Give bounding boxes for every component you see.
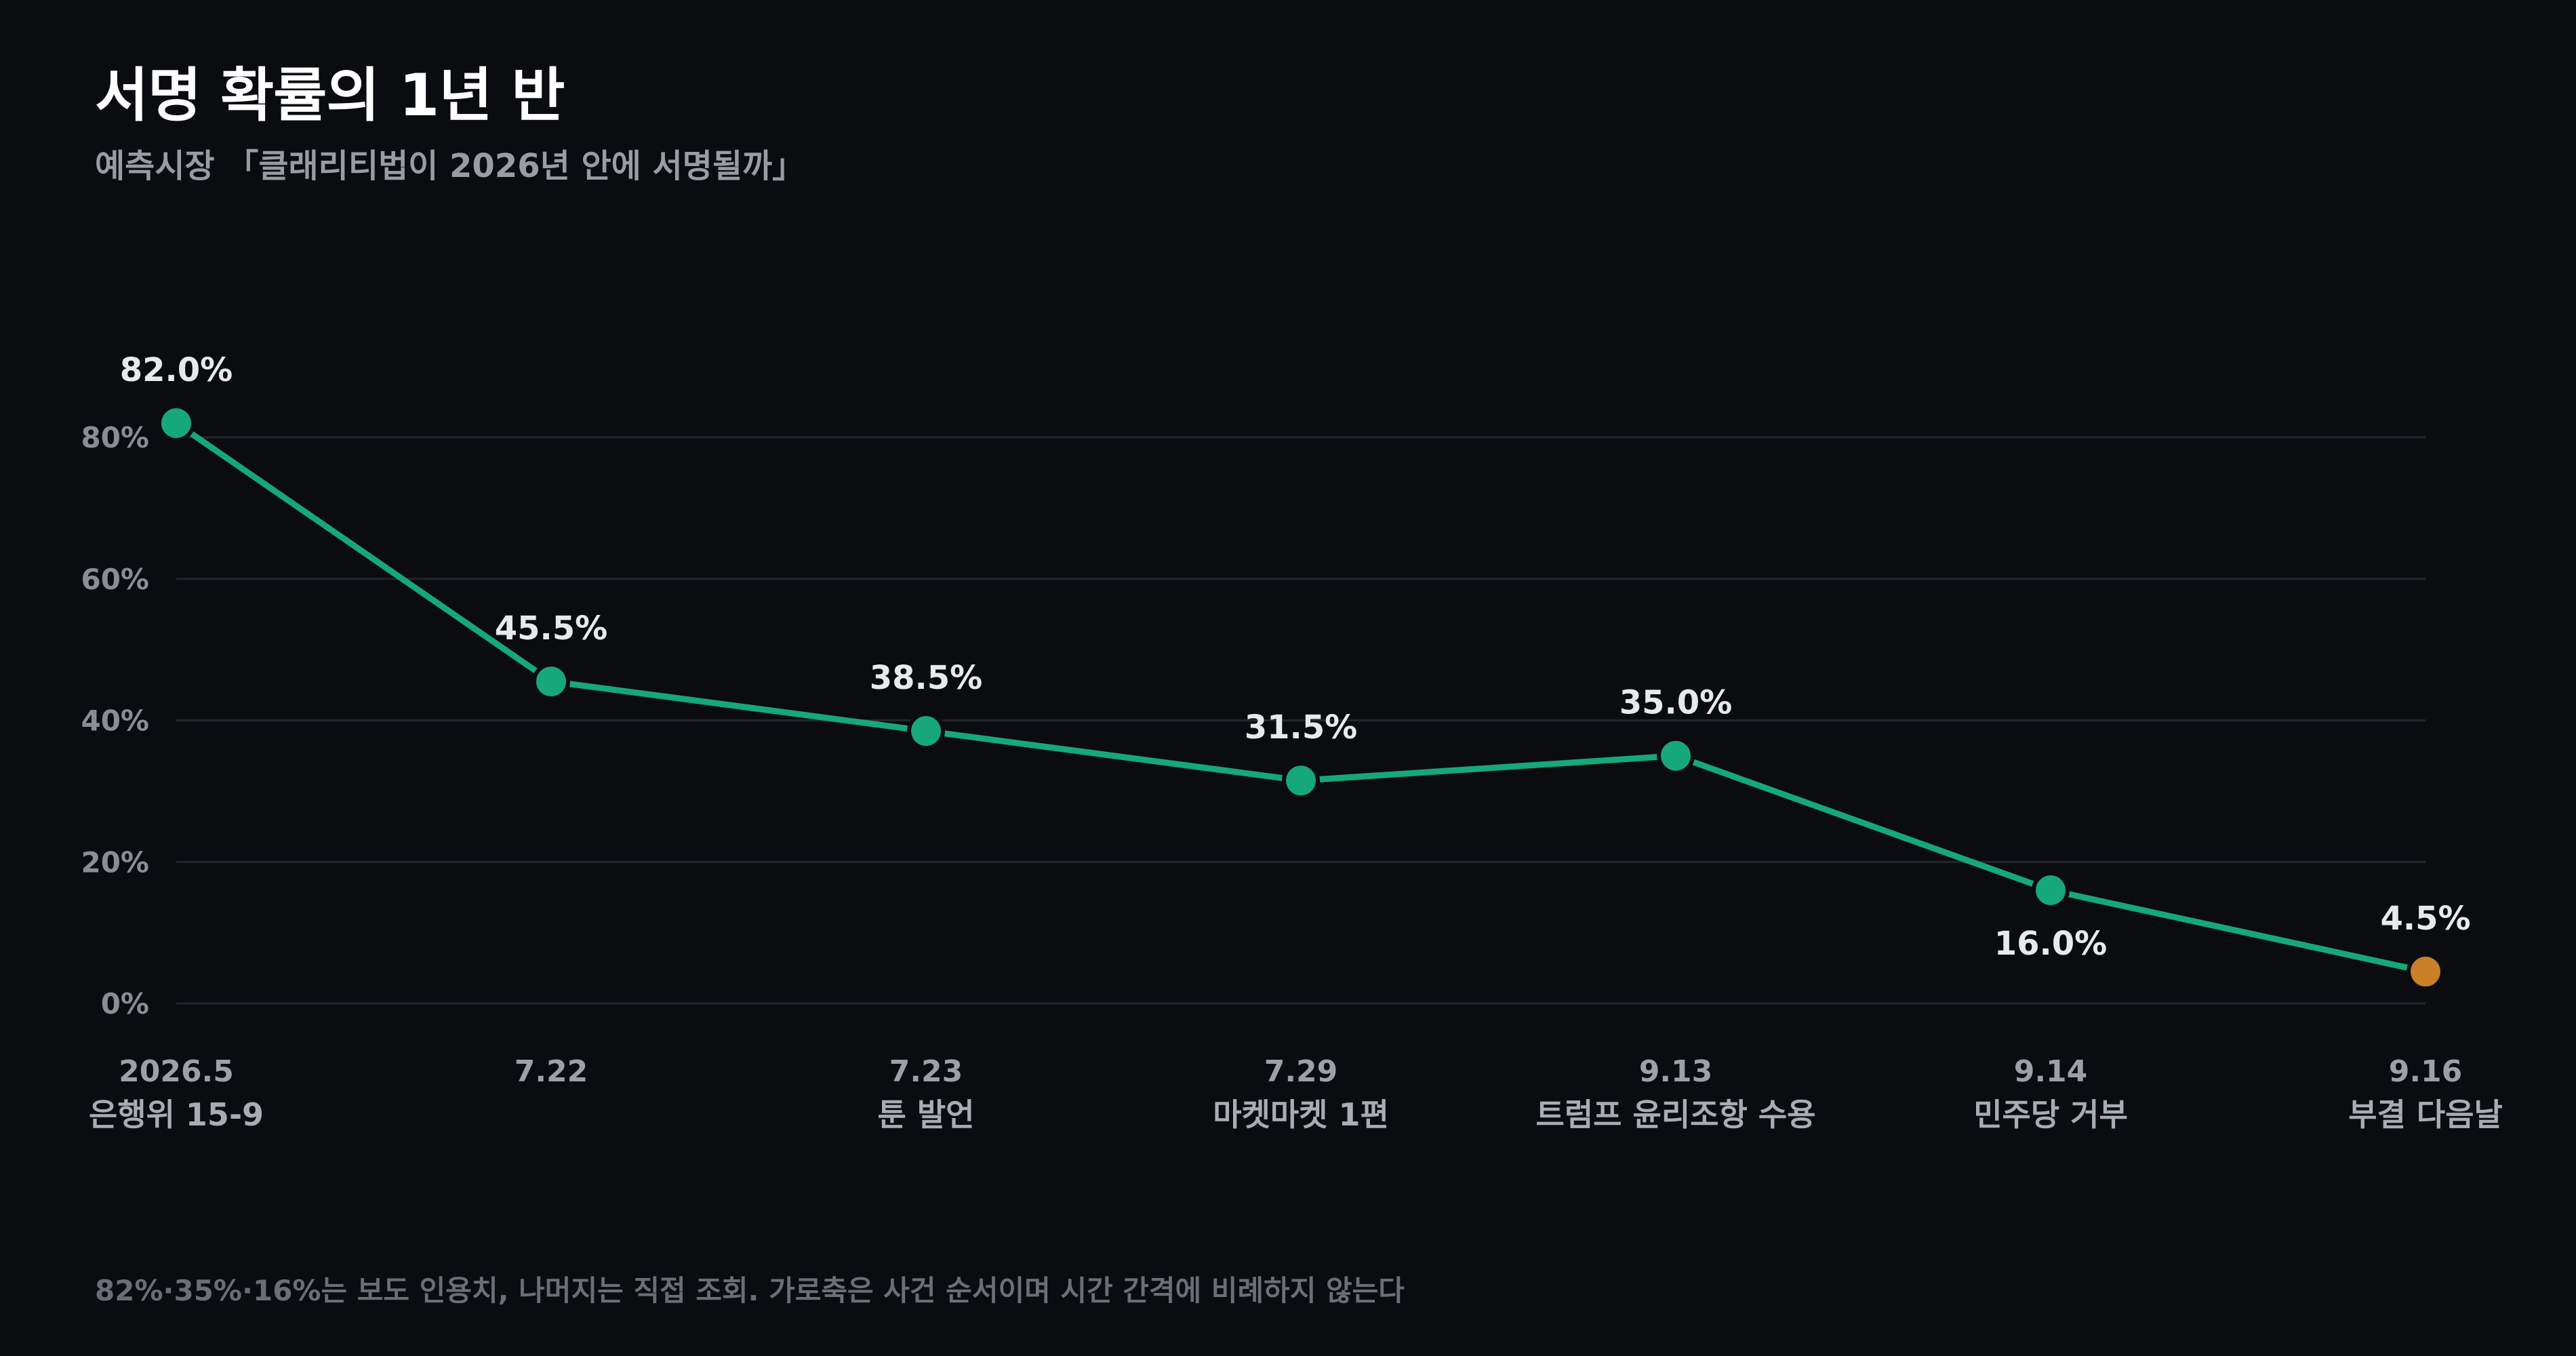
x-tick-label: 9.14 (2014, 1054, 2088, 1089)
x-tick-label: 2026.5 (119, 1054, 234, 1089)
y-tick-label: 40% (81, 704, 149, 738)
x-tick-sublabel: 툰 발언 (878, 1096, 975, 1133)
y-tick-label: 60% (81, 563, 149, 596)
data-point (1282, 761, 1320, 800)
x-tick-label: 9.13 (1639, 1054, 1713, 1089)
data-label: 45.5% (495, 610, 608, 647)
chart-title: 서명 확률의 1년 반 (95, 62, 565, 129)
x-tick-label: 7.29 (1264, 1054, 1338, 1089)
data-label: 16.0% (1994, 925, 2108, 963)
data-label: 38.5% (870, 659, 983, 697)
x-tick-sublabel: 민주당 거부 (1973, 1096, 2128, 1133)
data-point (2032, 871, 2070, 909)
data-label: 31.5% (1245, 709, 1358, 746)
x-tick-label: 9.16 (2389, 1054, 2463, 1089)
data-label: 35.0% (1619, 684, 1733, 722)
y-tick-label: 20% (81, 845, 149, 879)
x-tick-sublabel: 마켓마켓 1편 (1213, 1096, 1389, 1133)
y-tick-label: 80% (81, 421, 149, 454)
x-tick-sublabel: 은행위 15-9 (89, 1096, 264, 1133)
data-label: 4.5% (2380, 900, 2470, 938)
x-tick-label: 7.23 (889, 1054, 963, 1089)
chart-footnote: 82%·35%·16%는 보도 인용치, 나머지는 직접 조회. 가로축은 사건… (95, 1274, 1405, 1307)
data-point (1657, 736, 1695, 775)
data-point (907, 712, 945, 751)
series-line (173, 420, 2429, 975)
x-tick-label: 7.22 (515, 1054, 588, 1089)
x-tick-sublabel: 트럼프 윤리조항 수용 (1536, 1096, 1816, 1133)
data-label: 82.0% (120, 351, 233, 389)
y-tick-label: 0% (101, 987, 149, 1020)
chart-subtitle: 예측시장 「클래리티법이 2026년 안에 서명될까」 (95, 147, 805, 185)
data-point (157, 404, 195, 443)
x-tick-sublabel: 부결 다음날 (2348, 1096, 2503, 1133)
data-point (532, 662, 570, 701)
data-point-latest (2407, 953, 2444, 991)
